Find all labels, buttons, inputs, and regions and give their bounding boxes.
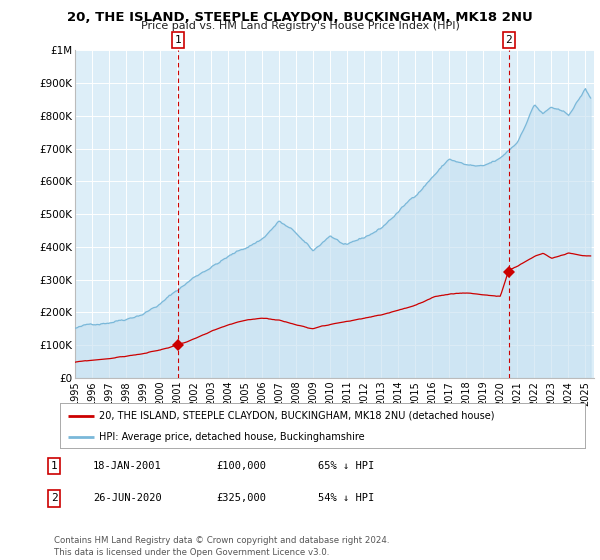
Text: 65% ↓ HPI: 65% ↓ HPI [318,461,374,471]
Text: Price paid vs. HM Land Registry's House Price Index (HPI): Price paid vs. HM Land Registry's House … [140,21,460,31]
Text: 1: 1 [50,461,58,471]
Text: HPI: Average price, detached house, Buckinghamshire: HPI: Average price, detached house, Buck… [100,432,365,442]
Text: £100,000: £100,000 [216,461,266,471]
Text: 20, THE ISLAND, STEEPLE CLAYDON, BUCKINGHAM, MK18 2NU: 20, THE ISLAND, STEEPLE CLAYDON, BUCKING… [67,11,533,24]
Text: 2: 2 [50,493,58,503]
Text: 26-JUN-2020: 26-JUN-2020 [93,493,162,503]
Text: £325,000: £325,000 [216,493,266,503]
Text: 18-JAN-2001: 18-JAN-2001 [93,461,162,471]
Text: 2: 2 [505,35,512,45]
Text: 1: 1 [175,35,181,45]
Text: 20, THE ISLAND, STEEPLE CLAYDON, BUCKINGHAM, MK18 2NU (detached house): 20, THE ISLAND, STEEPLE CLAYDON, BUCKING… [100,410,495,421]
Text: 54% ↓ HPI: 54% ↓ HPI [318,493,374,503]
Text: Contains HM Land Registry data © Crown copyright and database right 2024.
This d: Contains HM Land Registry data © Crown c… [54,536,389,557]
